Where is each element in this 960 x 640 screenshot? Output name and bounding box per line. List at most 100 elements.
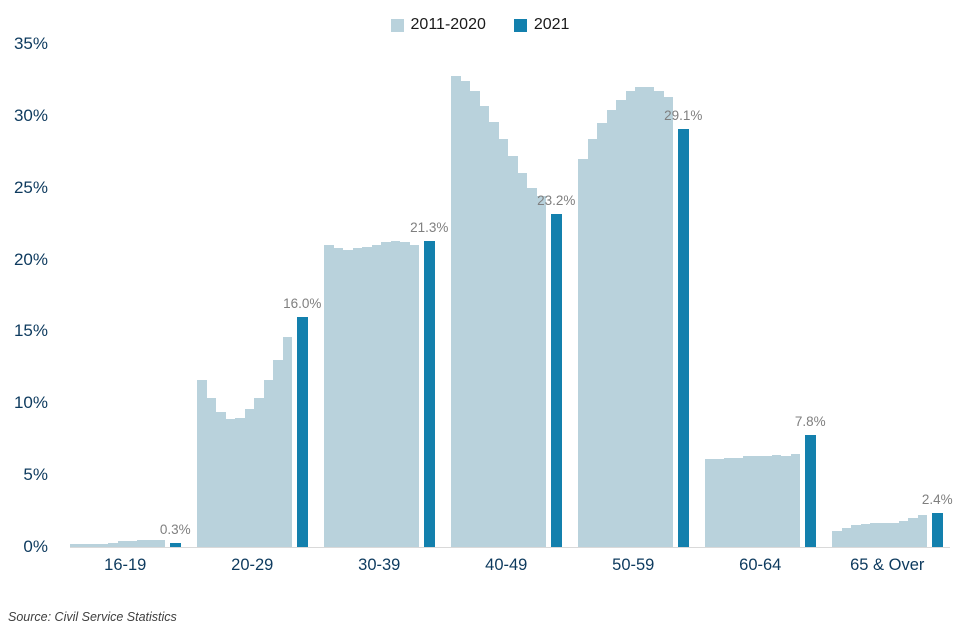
data-label-2021-65 & Over: 2.4% bbox=[921, 491, 953, 507]
bar-2021-20-29 bbox=[297, 317, 308, 547]
bar-2011-2020-50-59 bbox=[578, 158, 588, 547]
bar-2011-2020-16-19 bbox=[117, 541, 127, 547]
bar-2011-2020-50-59 bbox=[663, 97, 673, 547]
y-tick-label: 5% bbox=[23, 465, 48, 485]
bar-2011-2020-30-39 bbox=[400, 242, 410, 547]
bar-2011-2020-50-59 bbox=[654, 91, 664, 547]
bar-2011-2020-60-64 bbox=[705, 459, 715, 547]
y-tick-label: 35% bbox=[13, 34, 48, 53]
bar-2011-2020-40-49 bbox=[498, 138, 508, 547]
bar-2011-2020-20-29 bbox=[263, 380, 273, 547]
bar-2011-2020-40-49 bbox=[489, 121, 499, 547]
bar-2011-2020-30-39 bbox=[352, 248, 362, 547]
bar-2011-2020-16-19 bbox=[136, 539, 146, 547]
bar-2011-2020-65 & Over bbox=[908, 518, 918, 547]
source-note: Source: Civil Service Statistics bbox=[8, 610, 177, 624]
y-tick-label: 10% bbox=[13, 393, 48, 413]
x-category-label-60-64: 60-64 bbox=[739, 556, 782, 574]
bar-2011-2020-65 & Over bbox=[851, 525, 861, 547]
bar-2011-2020-65 & Over bbox=[870, 522, 880, 547]
bar-2011-2020-50-59 bbox=[625, 91, 635, 547]
bar-2021-65 & Over bbox=[932, 512, 943, 547]
bar-2011-2020-20-29 bbox=[206, 397, 216, 547]
bar-2011-2020-16-19 bbox=[89, 544, 99, 547]
bar-2011-2020-50-59 bbox=[635, 87, 645, 547]
bar-2011-2020-20-29 bbox=[244, 409, 254, 547]
bar-2011-2020-16-19 bbox=[98, 544, 108, 547]
bar-2011-2020-30-39 bbox=[324, 245, 334, 547]
x-category-label-30-39: 30-39 bbox=[358, 556, 401, 574]
bar-2011-2020-60-64 bbox=[714, 459, 724, 547]
bar-2011-2020-16-19 bbox=[70, 544, 80, 547]
x-category-label-40-49: 40-49 bbox=[485, 556, 528, 574]
bar-2011-2020-60-64 bbox=[771, 455, 781, 547]
y-tick-label: 20% bbox=[13, 249, 48, 269]
y-tick-label: 15% bbox=[13, 321, 48, 341]
x-category-label-65 & Over: 65 & Over bbox=[850, 556, 925, 574]
bar-2011-2020-40-49 bbox=[508, 156, 518, 547]
bar-2021-60-64 bbox=[805, 434, 816, 547]
x-category-label-50-59: 50-59 bbox=[612, 556, 655, 574]
bar-2011-2020-65 & Over bbox=[898, 521, 908, 547]
bar-2011-2020-40-49 bbox=[517, 173, 527, 547]
bar-2011-2020-60-64 bbox=[781, 456, 791, 547]
bar-2011-2020-20-29 bbox=[282, 337, 292, 547]
data-label-2021-50-59: 29.1% bbox=[664, 107, 703, 123]
bar-2011-2020-50-59 bbox=[616, 100, 626, 547]
bar-2011-2020-16-19 bbox=[79, 544, 89, 547]
bar-2011-2020-60-64 bbox=[743, 456, 753, 547]
bar-2011-2020-30-39 bbox=[343, 249, 353, 547]
bar-2011-2020-50-59 bbox=[597, 123, 607, 547]
y-tick-label: 0% bbox=[23, 537, 48, 556]
bar-2011-2020-20-29 bbox=[225, 419, 235, 547]
bar-2011-2020-65 & Over bbox=[832, 531, 842, 547]
legend-label-2011-2020: 2011-2020 bbox=[410, 16, 486, 33]
data-label-2021-16-19: 0.3% bbox=[159, 521, 191, 537]
bar-2011-2020-40-49 bbox=[527, 187, 537, 547]
data-label-2021-40-49: 23.2% bbox=[537, 192, 576, 208]
legend-item-2021: 2021 bbox=[513, 16, 570, 34]
data-label-2021-30-39: 21.3% bbox=[410, 219, 449, 235]
bar-2011-2020-30-39 bbox=[333, 248, 343, 547]
bar-2011-2020-30-39 bbox=[390, 240, 400, 547]
bar-2021-16-19 bbox=[170, 542, 181, 547]
bar-2021-40-49 bbox=[551, 213, 562, 547]
bar-2011-2020-40-49 bbox=[470, 91, 480, 547]
bar-2011-2020-60-64 bbox=[733, 457, 743, 547]
bar-2011-2020-20-29 bbox=[235, 417, 245, 547]
bar-2011-2020-16-19 bbox=[146, 539, 156, 547]
bar-2011-2020-16-19 bbox=[155, 539, 165, 547]
bar-2011-2020-60-64 bbox=[790, 453, 800, 547]
legend-swatch-2021 bbox=[513, 18, 527, 32]
bar-2011-2020-65 & Over bbox=[917, 515, 927, 547]
bar-2011-2020-40-49 bbox=[460, 81, 470, 547]
legend-label-2021: 2021 bbox=[533, 16, 570, 33]
plot-area: 0.3% 16.0% 21.3% 23.2% 29.1% 7.8% 2.4% bbox=[70, 44, 953, 547]
bar-2011-2020-30-39 bbox=[409, 245, 419, 547]
bar-2021-50-59 bbox=[678, 128, 689, 547]
bar-2011-2020-16-19 bbox=[108, 542, 118, 547]
bar-2011-2020-50-59 bbox=[606, 110, 616, 547]
y-tick-label: 25% bbox=[13, 177, 48, 197]
y-tick-label: 30% bbox=[13, 105, 48, 125]
bar-2011-2020-20-29 bbox=[197, 380, 207, 547]
data-label-2021-60-64: 7.8% bbox=[794, 413, 826, 429]
bar-2011-2020-20-29 bbox=[273, 360, 283, 547]
x-axis: 16-19 20-29 30-39 40-49 50-59 60-64 65 & Over bbox=[70, 556, 950, 580]
x-axis-baseline bbox=[70, 547, 950, 548]
y-axis: 0% 5% 10% 15% 20% 25% 30% 35% bbox=[0, 0, 50, 600]
bar-2011-2020-65 & Over bbox=[889, 522, 899, 547]
bar-2011-2020-65 & Over bbox=[841, 528, 851, 547]
bar-2011-2020-40-49 bbox=[451, 75, 461, 547]
x-category-label-20-29: 20-29 bbox=[231, 556, 274, 574]
bar-2011-2020-65 & Over bbox=[860, 524, 870, 547]
bar-2011-2020-60-64 bbox=[762, 456, 772, 547]
bar-2011-2020-50-59 bbox=[587, 138, 597, 547]
bar-2011-2020-30-39 bbox=[381, 242, 391, 547]
bar-2011-2020-40-49 bbox=[479, 105, 489, 547]
bar-2011-2020-30-39 bbox=[371, 245, 381, 547]
legend: 2011-2020 2021 bbox=[0, 16, 960, 34]
bar-2011-2020-50-59 bbox=[644, 87, 654, 547]
bar-2011-2020-20-29 bbox=[254, 397, 264, 547]
